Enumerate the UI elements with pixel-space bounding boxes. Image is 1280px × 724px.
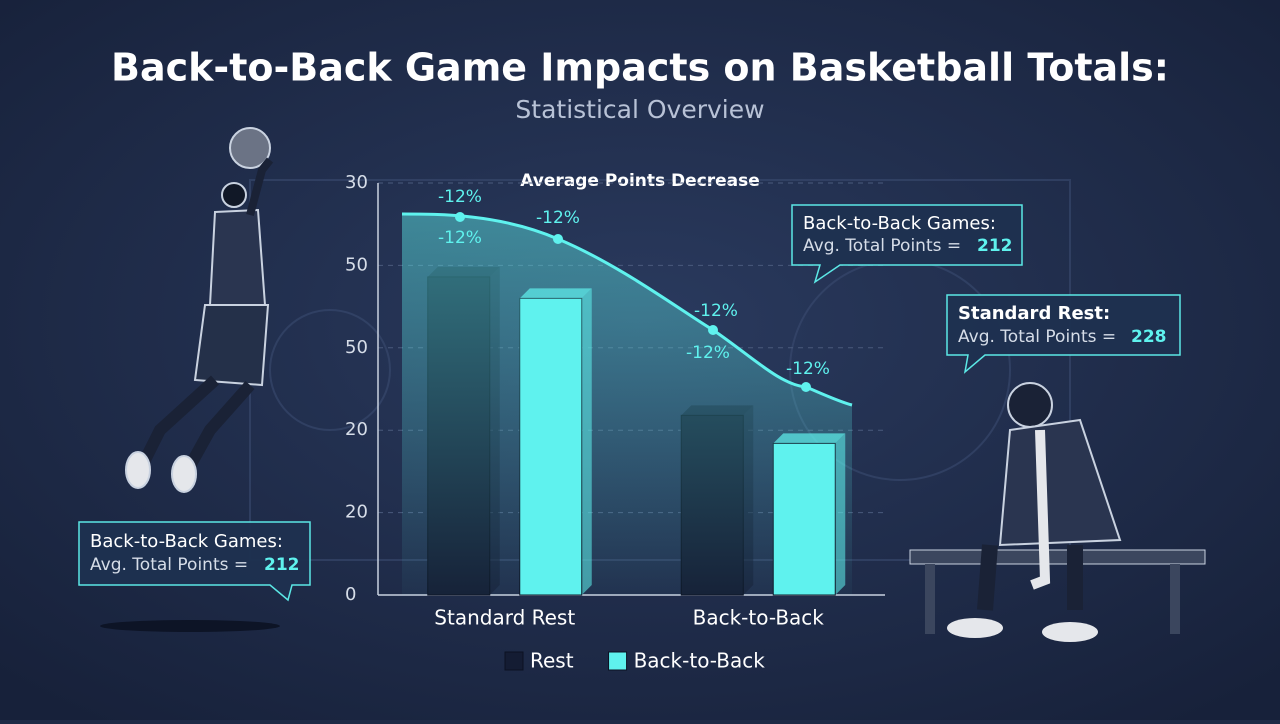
callout: Back-to-Back Games: Avg. Total Points = … bbox=[791, 204, 1023, 284]
annotation: -12% bbox=[694, 301, 738, 321]
player-jumping bbox=[125, 127, 274, 493]
x-tick-label: Back-to-Back bbox=[693, 606, 825, 630]
callout-text: Avg. Total Points = bbox=[803, 236, 961, 256]
callout-title: Back-to-Back Games: bbox=[803, 213, 996, 234]
callout: Standard Rest: Avg. Total Points = 228 bbox=[946, 294, 1181, 374]
y-tick-label: 20 bbox=[345, 502, 368, 523]
callout-value: 228 bbox=[1131, 327, 1167, 347]
callout-title: Back-to-Back Games: bbox=[90, 531, 283, 552]
trend-points bbox=[455, 212, 811, 392]
callout-text: Avg. Total Points = bbox=[958, 327, 1116, 347]
legend-label: Rest bbox=[530, 649, 574, 673]
callout-text: Avg. Total Points = bbox=[90, 555, 248, 575]
subtitle: Statistical Overview bbox=[515, 95, 764, 124]
title: Back-to-Back Game Impacts on Basketball … bbox=[111, 46, 1169, 90]
annotations: -12% -12% -12% -12% -12% -12% bbox=[438, 187, 830, 379]
callout: Back-to-Back Games: Avg. Total Points = … bbox=[78, 521, 311, 602]
trend-area bbox=[402, 214, 852, 595]
callout-value: 212 bbox=[977, 236, 1013, 256]
x-tick-label: Standard Rest bbox=[434, 606, 575, 630]
callout-value: 212 bbox=[264, 555, 300, 575]
y-tick-label: 20 bbox=[345, 419, 368, 440]
y-tick-label: 50 bbox=[345, 254, 368, 275]
y-tick-label: 30 bbox=[345, 172, 368, 193]
legend-label: Back-to-Back bbox=[634, 649, 766, 673]
annotation: -12% bbox=[438, 228, 482, 248]
shadow bbox=[100, 620, 280, 632]
y-tick-label: 50 bbox=[345, 337, 368, 358]
annotation: -12% bbox=[536, 208, 580, 228]
legend-swatch bbox=[608, 651, 628, 671]
callout-title: Standard Rest: bbox=[958, 303, 1110, 324]
annotation: -12% bbox=[786, 359, 830, 379]
y-tick-label: 0 bbox=[345, 584, 356, 605]
plot-title: Average Points Decrease bbox=[520, 171, 760, 191]
legend: Rest Back-to-Back bbox=[504, 649, 766, 673]
legend-swatch bbox=[504, 651, 524, 671]
annotation: -12% bbox=[438, 187, 482, 207]
annotation: -12% bbox=[686, 343, 730, 363]
player-seated bbox=[909, 382, 1206, 642]
